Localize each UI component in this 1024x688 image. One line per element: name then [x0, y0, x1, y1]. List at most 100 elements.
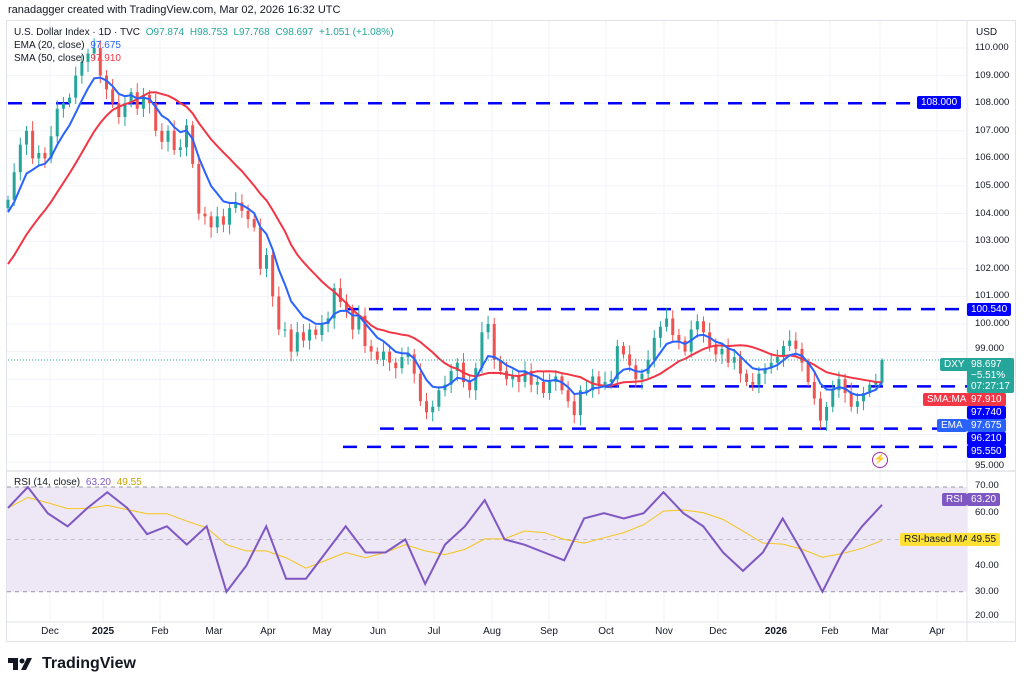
time-tick-label: Apr [260, 626, 276, 637]
rsi-ma-line [7, 496, 883, 569]
candle-body [209, 216, 213, 228]
time-tick-label: Dec [709, 626, 727, 637]
candle-body [646, 359, 650, 374]
candle-body [572, 401, 576, 416]
price-tick-label: 108.000 [975, 97, 1010, 109]
candle-body [308, 329, 312, 341]
candle-body [55, 108, 59, 137]
candle-body [529, 370, 533, 385]
rsi-tick-label: 60.00 [975, 507, 999, 519]
candle-body [621, 346, 625, 355]
rsi-ma-value-tag: 49.55 [967, 533, 1001, 546]
candle-body [585, 390, 589, 392]
candle-body [769, 362, 773, 369]
candle-body [345, 301, 349, 311]
candle-body [277, 296, 281, 330]
candle-body [492, 324, 496, 360]
candle-body [658, 326, 662, 338]
price-tick-label: 95.000 [975, 460, 1005, 471]
candle-body [874, 382, 878, 385]
rsi-value: 63.20 [85, 477, 111, 488]
candle-body [406, 354, 410, 358]
candle-body [258, 227, 262, 269]
candle-body [775, 357, 779, 363]
candle-body [788, 340, 792, 347]
candle-body [868, 384, 872, 393]
sma-line [7, 91, 883, 387]
candle-body [320, 324, 324, 336]
price-tick-label: 105.000 [975, 180, 1010, 191]
rsi-legend[interactable]: RSI (14, close) 63.20 49.55 [14, 477, 145, 488]
level-108-tag: 108.000 [917, 96, 962, 109]
candle-body [197, 163, 201, 214]
rsi-tick-label: 30.00 [975, 585, 999, 597]
chart-credit: ranadagger created with TradingView.com,… [8, 4, 341, 16]
candle-body [708, 332, 712, 347]
time-tick-label: 2025 [91, 626, 115, 637]
candle-body [745, 373, 749, 382]
candle-body [751, 381, 755, 385]
candle-body [252, 219, 256, 228]
candle-body [37, 152, 41, 159]
rsi-tag: RSI [942, 493, 967, 506]
candle-body [498, 359, 502, 371]
candle-body [246, 210, 250, 220]
sma-price-tag: 97.910 [967, 393, 1006, 406]
level-100540-tag: 100.540 [967, 303, 1012, 316]
candle-body [104, 75, 108, 90]
candle-body [369, 346, 373, 352]
currency-label[interactable]: USD [976, 27, 998, 38]
rsi-label: RSI (14, close) [14, 477, 81, 488]
candle-body [486, 324, 490, 333]
price-tick-label: 102.000 [975, 262, 1010, 274]
time-tick-label: Jun [369, 626, 387, 637]
candle-body [12, 172, 16, 200]
candle-body [228, 208, 232, 225]
candle-body [332, 288, 336, 319]
ema-legend[interactable]: EMA (20, close) 97.675 [14, 40, 124, 51]
candle-body [295, 332, 299, 352]
lightning-icon[interactable]: ⚡ [872, 452, 888, 468]
candle-body [671, 318, 675, 336]
candle-body [677, 335, 681, 341]
rsi-tick-label: 70.00 [975, 480, 999, 491]
candle-body [43, 152, 47, 159]
time-tick-label: Dec [41, 626, 59, 637]
candle-body [215, 216, 219, 228]
rsi-value-tag: 63.20 [967, 493, 1001, 506]
candle-body [24, 130, 28, 145]
tradingview-logo: TradingView [8, 655, 136, 673]
candle-body [418, 373, 422, 402]
last-price: 98.697 [971, 359, 1002, 370]
sma-legend[interactable]: SMA (50, close) 97.910 [14, 53, 124, 64]
symbol-legend[interactable]: U.S. Dollar Index · 1D · TVC O97.874 H98… [14, 27, 397, 38]
candle-body [609, 379, 613, 382]
candle-body [129, 92, 133, 104]
open-value: O97.874 [145, 27, 185, 38]
candle-body [135, 92, 139, 109]
candle-body [6, 199, 10, 209]
candle-body [31, 130, 35, 159]
sma-value: 97.910 [90, 53, 121, 64]
candle-body [160, 130, 164, 142]
time-tick-label: Mar [205, 626, 223, 637]
time-tick-label: Mar [871, 626, 889, 637]
symbol-name: U.S. Dollar Index · 1D · TVC [14, 27, 140, 38]
candle-body [80, 61, 84, 76]
candle-body [695, 321, 699, 330]
close-value: C98.697 [275, 27, 314, 38]
candle-body [271, 255, 275, 297]
candle-body [203, 213, 207, 217]
rsi-tick-label: 20.00 [975, 610, 999, 621]
candle-body [541, 381, 545, 393]
candle-body [437, 390, 441, 407]
candle-body [314, 329, 318, 336]
candle-body [86, 53, 90, 62]
sma-tag: SMA:MA [923, 393, 971, 406]
candle-body [683, 340, 687, 352]
candle-body [381, 351, 385, 360]
time-tick-label: Feb [151, 626, 169, 637]
low-value: L97.768 [233, 27, 270, 38]
level-97740-tag: 97.740 [967, 406, 1006, 419]
